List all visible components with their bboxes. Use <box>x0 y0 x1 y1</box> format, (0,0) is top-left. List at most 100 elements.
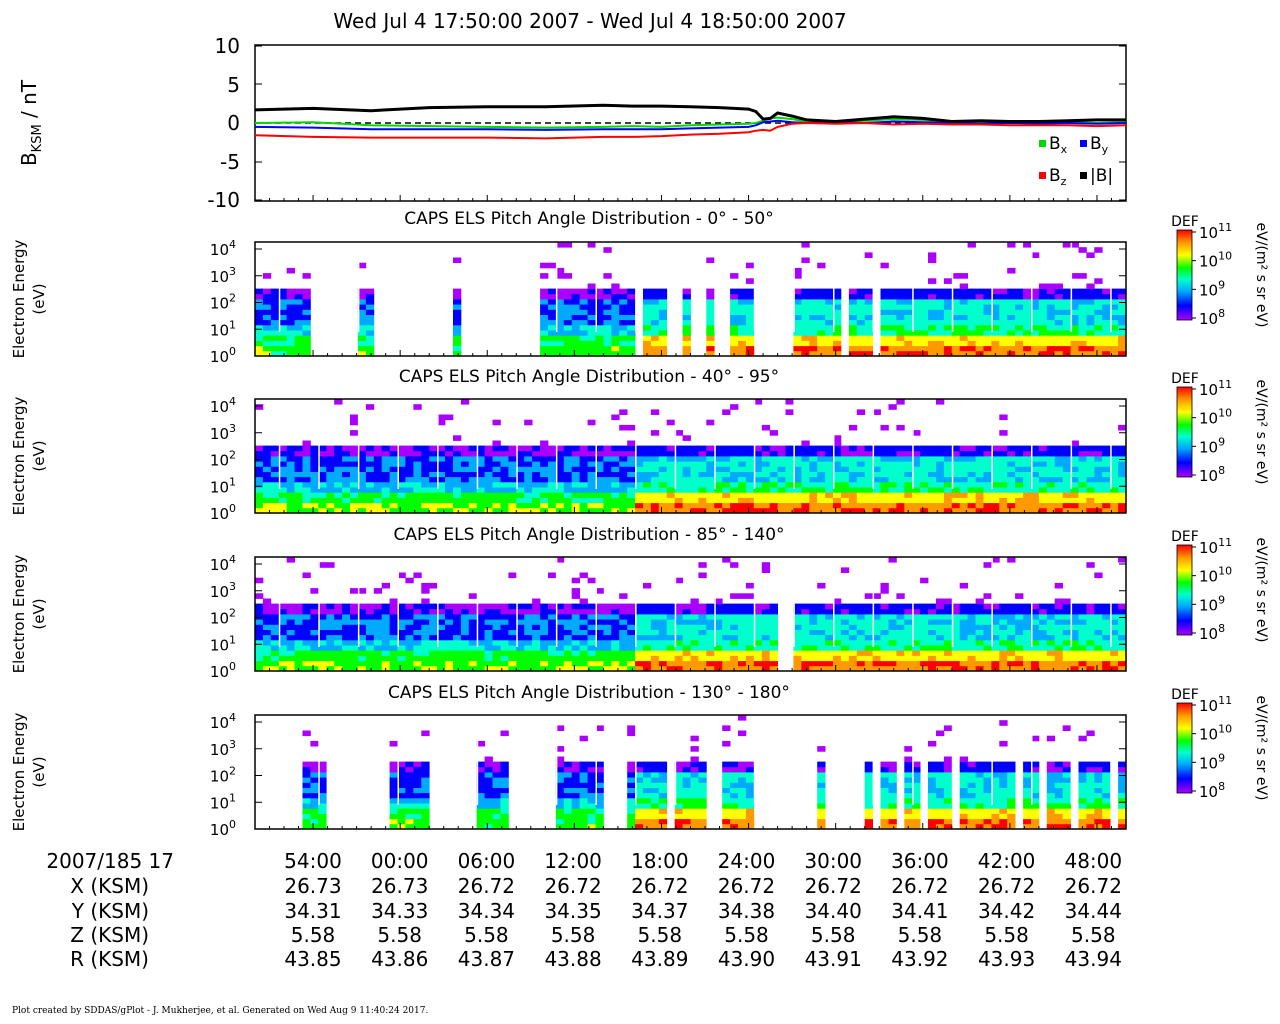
heatmap-cell <box>587 492 596 498</box>
heatmap-cell <box>405 492 414 498</box>
heatmap-cell <box>698 787 707 794</box>
heatmap-cell <box>540 262 549 269</box>
heatmap-cell <box>690 466 699 472</box>
heatmap-cell <box>1015 293 1024 300</box>
heatmap-cell <box>326 445 335 452</box>
heatmap-cell <box>421 456 430 462</box>
heatmap-cell <box>476 456 485 462</box>
heatmap-cell <box>540 650 549 656</box>
heatmap-cell <box>1086 818 1095 825</box>
heatmap-cell <box>872 665 881 672</box>
heatmap-cell <box>745 487 755 493</box>
heatmap-cell <box>555 818 565 825</box>
heatmap-cell <box>975 299 984 305</box>
heatmap-cell <box>912 614 921 620</box>
heatmap-cell <box>587 808 596 814</box>
heatmap-cell <box>587 335 596 341</box>
heatmap-cell <box>896 660 905 667</box>
heatmap-cell <box>658 481 668 488</box>
heatmap-cell <box>682 608 691 615</box>
heatmap-cell <box>1078 299 1087 305</box>
heatmap-cell <box>943 777 953 783</box>
heatmap-cell <box>1038 497 1048 504</box>
heatmap-cell <box>302 299 311 305</box>
heatmap-cell <box>421 481 430 488</box>
heatmap-cell <box>1023 502 1032 509</box>
heatmap-cell <box>548 476 557 483</box>
heatmap-cell <box>714 639 723 646</box>
heatmap-cell <box>342 502 351 509</box>
heatmap-cell <box>278 461 288 467</box>
heatmap-cell <box>1110 466 1119 472</box>
heatmap-cell <box>825 655 834 662</box>
heatmap-cell <box>888 319 897 326</box>
heatmap-cell <box>951 650 961 656</box>
heatmap-cell <box>888 304 897 310</box>
heatmap-cell <box>951 445 961 452</box>
heatmap-cell <box>959 340 968 347</box>
heatmap-cell <box>896 340 905 347</box>
data-gap-line <box>833 242 835 332</box>
heatmap-cell <box>904 772 913 778</box>
heatmap-cell <box>571 350 580 357</box>
heatmap-cell <box>1015 304 1024 310</box>
heatmap-cell <box>1102 808 1111 814</box>
heatmap-cell <box>460 608 470 615</box>
heatmap-cell <box>1078 818 1087 825</box>
heatmap-cell <box>603 624 612 630</box>
heatmap-cell <box>643 797 652 804</box>
heatmap-cell <box>848 304 858 310</box>
heatmap-cell <box>1046 450 1056 457</box>
heatmap-cell <box>429 650 438 656</box>
heatmap-cell <box>373 650 383 656</box>
heatmap-cell <box>864 461 873 467</box>
heatmap-cell <box>959 345 968 352</box>
heatmap-cell <box>532 450 541 457</box>
heatmap-cell <box>698 502 707 509</box>
heatmap-cell <box>753 624 763 630</box>
heatmap-cell <box>1102 319 1111 326</box>
heatmap-cell <box>658 293 668 300</box>
heatmap-cell <box>888 299 897 305</box>
heatmap-cell <box>682 787 691 794</box>
heatmap-cell <box>793 461 802 467</box>
data-gap-line <box>753 557 756 647</box>
heatmap-cell <box>833 324 842 331</box>
heatmap-cell <box>421 823 430 830</box>
heatmap-cell <box>817 619 826 625</box>
heatmap-cell <box>1031 476 1040 483</box>
heatmap-cell <box>848 603 858 610</box>
heatmap-cell <box>508 450 517 457</box>
heatmap-cell <box>397 803 406 809</box>
heatmap-cell <box>342 624 351 630</box>
heatmap-cell <box>270 624 280 630</box>
heatmap-cell <box>1102 797 1111 804</box>
heatmap-cell <box>912 450 921 457</box>
heatmap-cell <box>397 502 406 509</box>
heatmap-cell <box>1102 619 1111 625</box>
heatmap-cell <box>389 772 398 778</box>
heatmap-cell <box>825 645 834 651</box>
heatmap-cell <box>983 330 992 336</box>
heatmap-cell <box>262 309 272 315</box>
heatmap-cell <box>1054 614 1063 620</box>
heatmap-cell <box>1054 645 1063 651</box>
heatmap-cell <box>825 319 834 326</box>
heatmap-cell <box>437 603 446 610</box>
heatmap-cell <box>1078 450 1087 457</box>
heatmap-cell <box>468 476 478 483</box>
heatmap-cell <box>611 350 620 357</box>
heatmap-cell <box>1007 782 1016 788</box>
heatmap-cell <box>1062 309 1071 315</box>
data-gap-line <box>793 399 795 489</box>
heatmap-cell <box>453 487 462 493</box>
heatmap-cell <box>714 665 723 672</box>
heatmap-cell <box>856 476 866 483</box>
heatmap-cell <box>334 492 343 498</box>
heatmap-cell <box>936 782 945 788</box>
heatmap-cell <box>563 330 573 336</box>
heatmap-cell <box>650 766 660 773</box>
heatmap-cell <box>1102 772 1111 778</box>
heatmap-cell <box>674 761 683 768</box>
heatmap-cell <box>643 777 652 783</box>
